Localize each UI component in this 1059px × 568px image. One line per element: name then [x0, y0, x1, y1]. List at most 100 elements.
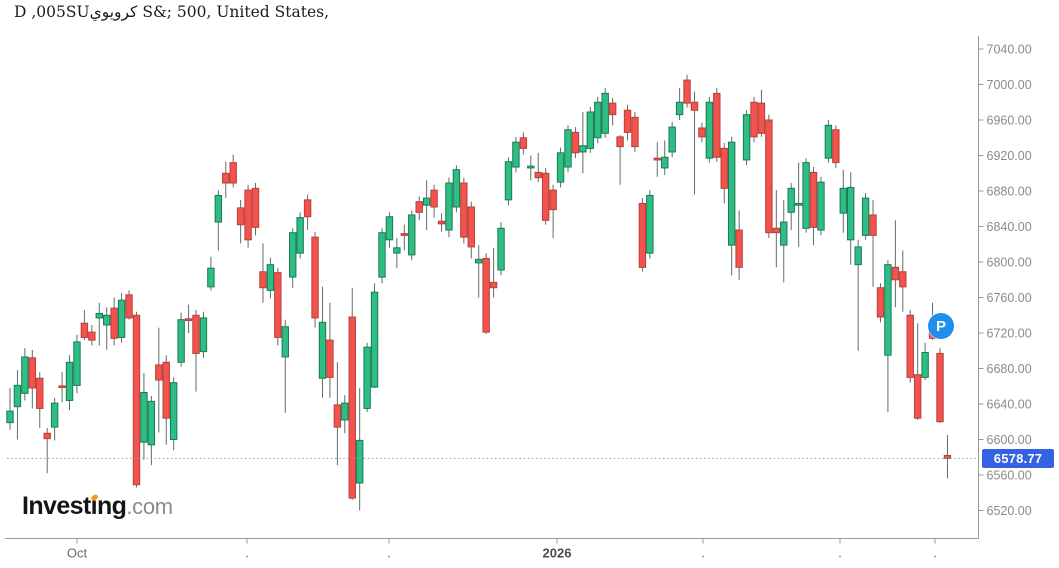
candle-body-up — [385, 216, 394, 241]
candle-body-up — [824, 124, 833, 159]
candle-body-up — [661, 156, 669, 169]
candle-body-down — [534, 171, 542, 179]
candle-body-down — [303, 199, 312, 218]
candle-body-up — [594, 101, 602, 139]
candle-body-down — [608, 102, 617, 116]
candle-body-down — [43, 432, 51, 440]
position-marker[interactable]: P — [928, 313, 954, 339]
candle-body-down — [616, 136, 624, 148]
candle-body-up — [370, 291, 379, 388]
candle-body-down — [400, 233, 409, 236]
y-axis-label: 6880.00 — [987, 185, 1032, 199]
candle-body-down — [899, 271, 907, 288]
candle-body-up — [73, 341, 81, 386]
candle-body-down — [571, 131, 580, 154]
y-axis-label: 6560.00 — [987, 469, 1032, 483]
candle-body-up — [214, 194, 223, 223]
candle-body-down — [274, 272, 282, 338]
candle-body-up — [847, 186, 855, 241]
candle-body-down — [698, 127, 706, 138]
candle-body-down — [653, 157, 661, 161]
candle-body-down — [259, 271, 267, 289]
candle-body-up — [341, 402, 349, 421]
last-price-tag: 6578.77 — [982, 448, 1054, 468]
candle-body-down — [772, 227, 781, 234]
candle-body-down — [720, 147, 728, 189]
candle-body-down — [913, 374, 922, 419]
candle-body-up — [504, 161, 513, 201]
candle-body-up — [117, 299, 126, 338]
candle-body-down — [110, 307, 118, 339]
candle-body-up — [742, 114, 751, 161]
x-axis-minor-dot — [388, 555, 390, 558]
chart-title: D ,005SUكرويوي S&; 500, United States, — [14, 3, 329, 21]
candle-body-down — [638, 202, 647, 268]
candle-body-down — [348, 316, 356, 499]
candle-body-down — [906, 314, 914, 378]
candle-body-down — [750, 101, 758, 138]
candle-body-down — [192, 314, 200, 354]
y-axis-label: 6760.00 — [987, 291, 1032, 305]
candle-body-down — [869, 214, 877, 236]
candle-body-down — [631, 116, 639, 148]
candle-body-down — [713, 92, 721, 158]
candle-body-down — [415, 201, 423, 213]
candle-body-down — [549, 189, 557, 211]
x-axis-label: Oct — [67, 546, 88, 561]
candle-body-up — [675, 101, 684, 116]
candle-body-down — [891, 266, 900, 281]
candle-body-up — [103, 314, 111, 326]
last-price-value: 6578.77 — [993, 450, 1043, 466]
candle-body-up — [564, 129, 572, 168]
candle-body-down — [251, 187, 260, 228]
candle-body-up — [289, 232, 297, 278]
candle-body-up — [318, 321, 327, 379]
candle-body-down — [162, 361, 170, 419]
y-axis-label: 6840.00 — [987, 220, 1032, 234]
candle-body-up — [475, 258, 483, 264]
candle-body-down — [80, 322, 89, 338]
candle-body-up — [422, 197, 431, 206]
candle-body-up — [512, 141, 520, 168]
candle-body-down — [467, 206, 475, 248]
candle-body-down — [876, 287, 885, 318]
candle-body-up — [21, 356, 29, 394]
candle-body-up — [705, 101, 714, 159]
candle-body-down — [460, 182, 468, 238]
candle-body-up — [794, 202, 803, 206]
y-axis-label: 6800.00 — [987, 256, 1032, 270]
logo-domain-text: .com — [126, 494, 173, 519]
candle-body-down — [88, 331, 96, 341]
candle-body-down — [236, 207, 245, 226]
candle-body-up — [393, 247, 401, 254]
candle-body-down — [541, 172, 550, 221]
candle-body-up — [556, 152, 565, 183]
candle-body-up — [199, 317, 208, 353]
candle-body-up — [445, 182, 453, 231]
candle-body-down — [832, 129, 840, 164]
y-axis-label: 6680.00 — [987, 362, 1032, 376]
candle-body-up — [586, 111, 595, 149]
candle-body-down — [326, 339, 334, 378]
candle-body-up — [281, 326, 289, 358]
candle-body-up — [646, 194, 654, 254]
candle-body-down — [311, 236, 319, 319]
candle-body-up — [787, 187, 795, 213]
candle-body-down — [58, 385, 66, 388]
candle-body-down — [132, 314, 141, 486]
candle-body-down — [943, 454, 952, 459]
candle-body-up — [363, 346, 371, 409]
candle-body-up — [780, 221, 788, 246]
candle-body-up — [839, 187, 847, 214]
y-axis-label: 6960.00 — [987, 114, 1032, 128]
candle-body-up — [497, 227, 505, 271]
candle-body-down — [757, 102, 766, 134]
candle-body-up — [169, 382, 178, 441]
candle-body-up — [378, 232, 386, 278]
candle-body-down — [809, 171, 818, 228]
candle-body-down — [765, 119, 773, 234]
candle-body-up — [452, 169, 461, 208]
candle-body-up — [50, 402, 59, 428]
candle-body-up — [177, 319, 185, 363]
